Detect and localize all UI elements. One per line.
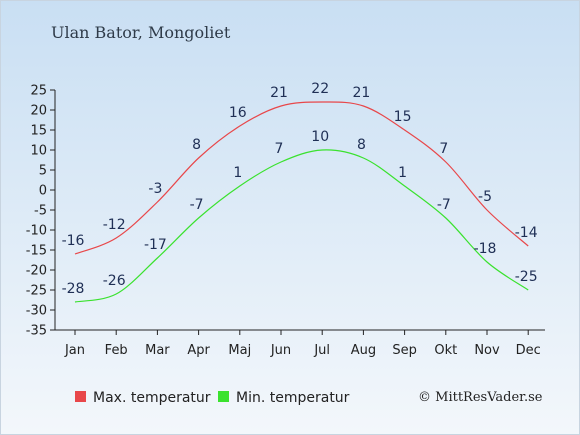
max-data-label: -3 [148,181,162,197]
min-temperature-line [74,149,529,303]
min-data-label: 7 [275,141,284,157]
y-tick-label: -15 [26,244,47,259]
max-data-label: 7 [439,141,448,157]
y-tick-label: 25 [30,84,47,99]
max-temperature-line [74,101,529,255]
y-tick-label: -30 [26,304,47,319]
min-data-label: -7 [190,197,204,213]
y-tick-label: -35 [26,324,47,339]
min-data-label: 1 [398,165,407,181]
copyright-text: © MittResVader.se [418,390,543,405]
max-data-label: 21 [270,85,288,101]
x-tick-label: Aug [351,343,376,358]
y-tick-label: 10 [30,144,47,159]
max-data-label: 15 [394,109,412,125]
max-data-label: 22 [311,81,329,97]
max-data-label: -14 [515,225,538,241]
min-data-label: -17 [144,237,167,253]
legend-swatch-min [218,391,229,402]
min-data-label: -18 [474,241,497,257]
max-data-label: 21 [352,85,370,101]
max-data-label: -5 [478,189,492,205]
min-data-label: -7 [437,197,451,213]
max-data-label: -12 [103,217,126,233]
y-tick-label: -20 [26,264,47,279]
y-tick-label: -25 [26,284,47,299]
y-tick-label: 20 [30,104,47,119]
x-tick-label: Sep [392,343,417,358]
x-tick-label: Jul [313,343,330,358]
min-data-label: -28 [62,281,85,297]
min-data-label: -25 [515,269,538,285]
x-tick-label: Jan [64,343,85,358]
y-tick-label: 0 [39,184,47,199]
max-data-label: -16 [62,233,85,249]
x-tick-label: Jun [270,343,291,358]
min-data-label: 10 [311,129,329,145]
max-data-label: 8 [192,137,201,153]
x-tick-label: Okt [434,343,457,358]
y-tick-label: -5 [34,204,47,219]
legend-swatch-max [75,391,86,402]
x-tick-label: Nov [474,343,500,358]
legend-label-max: Max. temperatur [93,390,211,406]
y-tick-label: -10 [26,224,47,239]
x-tick-label: Maj [228,343,251,358]
min-data-label: -26 [103,273,126,289]
max-data-label: 16 [229,105,247,121]
min-data-label: 8 [357,137,366,153]
x-tick-label: Feb [105,343,128,358]
min-data-label: 1 [233,165,242,181]
legend-label-min: Min. temperatur [236,390,350,406]
y-tick-label: 15 [30,124,47,139]
x-tick-label: Apr [187,343,210,358]
chart-title: Ulan Bator, Mongoliet [51,23,231,42]
x-tick-label: Mar [145,343,170,358]
x-tick-label: Dec [516,343,541,358]
y-tick-label: 5 [39,164,47,179]
